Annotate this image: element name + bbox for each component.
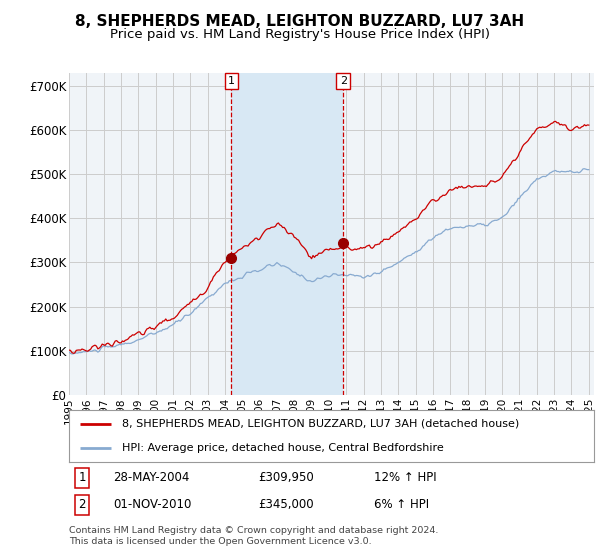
Text: 1: 1 [79, 471, 86, 484]
Text: 6% ↑ HPI: 6% ↑ HPI [373, 498, 428, 511]
Text: 2: 2 [79, 498, 86, 511]
Text: HPI: Average price, detached house, Central Bedfordshire: HPI: Average price, detached house, Cent… [121, 443, 443, 453]
Text: 1: 1 [228, 76, 235, 86]
Text: £309,950: £309,950 [258, 471, 314, 484]
Text: 28-MAY-2004: 28-MAY-2004 [113, 471, 190, 484]
Text: £345,000: £345,000 [258, 498, 314, 511]
Bar [232, 73, 343, 395]
Text: Contains HM Land Registry data © Crown copyright and database right 2024.
This d: Contains HM Land Registry data © Crown c… [69, 526, 439, 546]
Text: 2: 2 [340, 76, 347, 86]
Text: Price paid vs. HM Land Registry's House Price Index (HPI): Price paid vs. HM Land Registry's House … [110, 28, 490, 41]
Text: 8, SHEPHERDS MEAD, LEIGHTON BUZZARD, LU7 3AH (detached house): 8, SHEPHERDS MEAD, LEIGHTON BUZZARD, LU7… [121, 419, 519, 429]
Text: 8, SHEPHERDS MEAD, LEIGHTON BUZZARD, LU7 3AH: 8, SHEPHERDS MEAD, LEIGHTON BUZZARD, LU7… [76, 14, 524, 29]
Text: 12% ↑ HPI: 12% ↑ HPI [373, 471, 436, 484]
Text: 01-NOV-2010: 01-NOV-2010 [113, 498, 192, 511]
